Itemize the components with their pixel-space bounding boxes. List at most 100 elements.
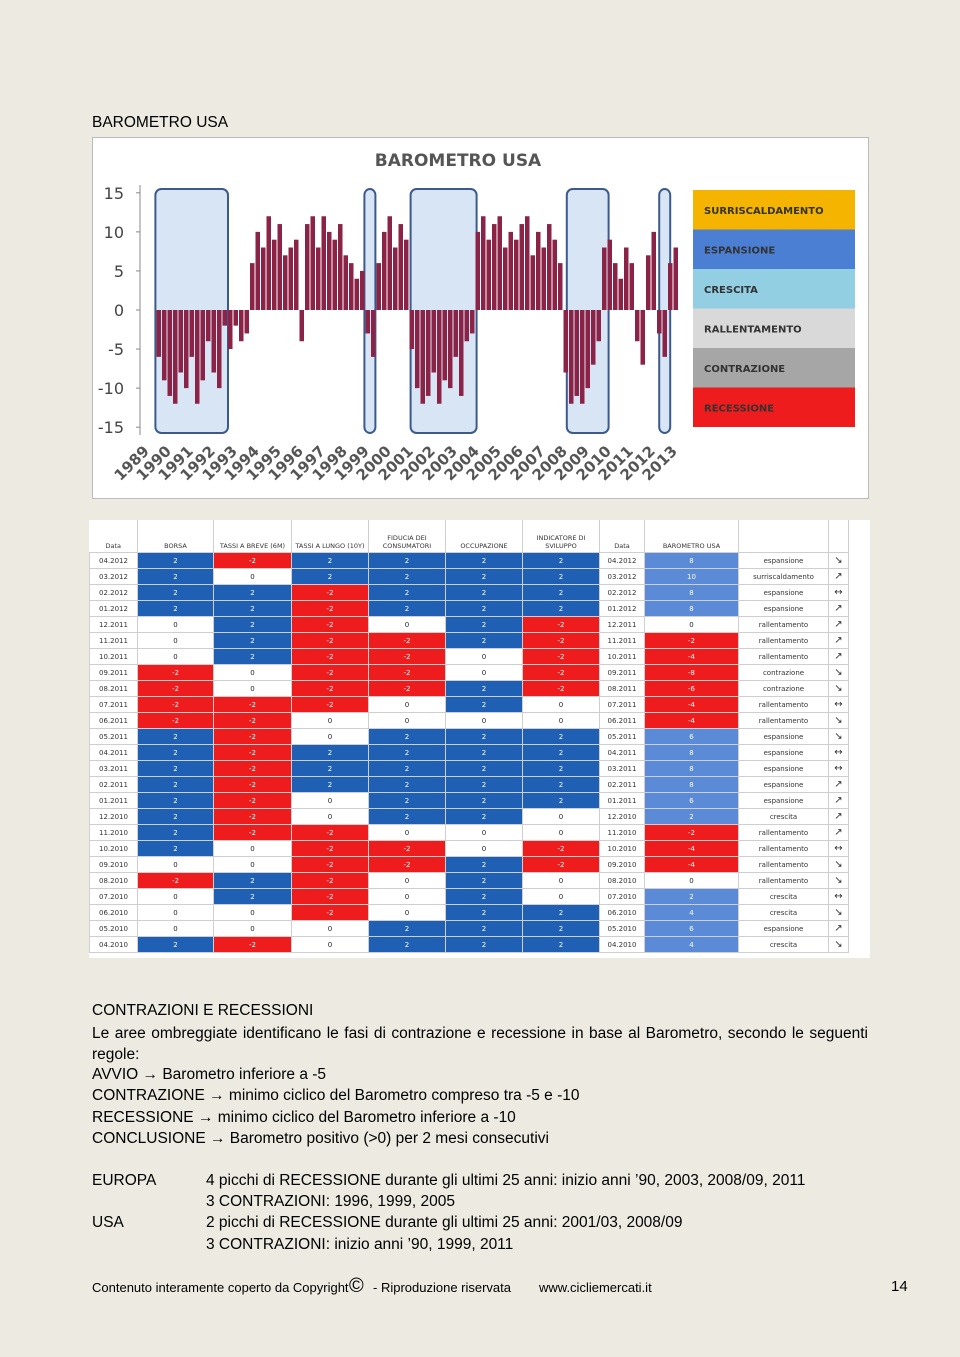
bar — [492, 224, 497, 310]
bar — [327, 231, 332, 310]
phase-cell: crescita — [738, 904, 829, 921]
score-cell: -2 — [291, 888, 369, 905]
column-header-blank — [738, 520, 829, 553]
trend-cell: ↔ — [828, 584, 849, 601]
score-cell: -2 — [522, 632, 600, 649]
bar — [211, 310, 216, 373]
bar — [354, 278, 359, 310]
table-row: 10.2011 0 2 -2 -2 0 -2 10.2011 -4 rallentamento ↗ — [89, 648, 849, 665]
trend-cell: ↗ — [828, 824, 849, 841]
bar — [415, 310, 420, 389]
score-cell: 2 — [137, 760, 214, 777]
score-cell: 0 — [522, 872, 600, 889]
bar — [299, 310, 304, 342]
date-cell: 07.2011 — [599, 696, 645, 713]
bar — [607, 239, 612, 310]
score-cell: -2 — [368, 632, 446, 649]
trend-cell: ↔ — [828, 760, 849, 777]
bar — [635, 310, 640, 342]
score-cell: 0 — [522, 824, 600, 841]
score-cell: 0 — [213, 840, 292, 857]
score-cell: 0 — [213, 904, 292, 921]
score-cell: -2 — [291, 872, 369, 889]
score-cell: 2 — [445, 680, 523, 697]
score-cell: -2 — [368, 648, 446, 665]
score-cell: 2 — [213, 888, 292, 905]
table-row: 01.2011 2 -2 0 2 2 2 01.2011 6 espansione ↗ — [89, 792, 849, 809]
table-row: 06.2010 0 0 -2 0 2 2 06.2010 4 crescita ↘ — [89, 904, 849, 921]
score-cell: -2 — [213, 744, 292, 761]
region-line: 3 CONTRAZIONI: 1996, 1999, 2005 — [206, 1193, 455, 1211]
date-cell: 12.2010 — [599, 808, 645, 825]
score-cell: 2 — [522, 776, 600, 793]
score-cell: 8 — [644, 600, 739, 617]
phase-cell: contrazione — [738, 680, 829, 697]
bar — [255, 231, 260, 310]
score-cell: -2 — [291, 904, 369, 921]
bar — [591, 310, 596, 365]
legend-label: RALLENTAMENTO — [704, 325, 802, 336]
date-cell: 11.2010 — [89, 824, 138, 841]
bar — [343, 255, 348, 310]
date-cell: 12.2011 — [599, 616, 645, 633]
score-cell: 2 — [137, 600, 214, 617]
score-cell: 2 — [137, 776, 214, 793]
bar — [404, 239, 409, 310]
bar — [371, 310, 376, 357]
date-cell: 03.2011 — [599, 760, 645, 777]
score-cell: 2 — [213, 632, 292, 649]
score-cell: -2 — [644, 632, 739, 649]
table-row: 04.2012 2 -2 2 2 2 2 04.2012 8 espansione ↘ — [89, 552, 849, 569]
bar — [442, 310, 447, 381]
legend-swatch — [693, 348, 855, 388]
table-row: 09.2010 0 0 -2 -2 2 -2 09.2010 -4 rallentamento ↘ — [89, 856, 849, 873]
trend-cell: ↘ — [828, 664, 849, 681]
table-row: 05.2010 0 0 0 2 2 2 05.2010 6 espansione ↗ — [89, 920, 849, 937]
phase-cell: espansione — [738, 760, 829, 777]
score-cell: -2 — [368, 664, 446, 681]
score-cell: 8 — [644, 744, 739, 761]
bar — [668, 263, 673, 310]
bar — [398, 224, 403, 310]
bar — [200, 310, 205, 381]
legend-label: ESPANSIONE — [704, 246, 775, 257]
score-cell: -2 — [522, 680, 600, 697]
bar — [558, 263, 563, 310]
y-tick-label: -5 — [108, 340, 124, 359]
bar — [646, 255, 651, 310]
table-row: 10.2010 2 0 -2 -2 0 -2 10.2010 -4 rallentamento ↔ — [89, 840, 849, 857]
column-header: OCCUPAZIONE — [445, 520, 523, 553]
score-cell: 2 — [522, 904, 600, 921]
score-cell: -2 — [213, 552, 292, 569]
score-cell: 8 — [644, 760, 739, 777]
bar — [420, 310, 425, 404]
score-cell: -2 — [213, 696, 292, 713]
score-cell: 0 — [291, 712, 369, 729]
y-tick-label: 10 — [104, 223, 124, 242]
trend-cell: ↘ — [828, 712, 849, 729]
score-cell: 2 — [137, 840, 214, 857]
score-cell: -2 — [291, 616, 369, 633]
score-cell: 0 — [291, 808, 369, 825]
bar — [382, 231, 387, 310]
table: Data BORSA TASSI A BREVE (6M) TASSI A LUNGO… — [89, 520, 870, 958]
score-cell: -2 — [291, 856, 369, 873]
bar — [569, 310, 574, 404]
bar — [448, 310, 453, 389]
score-cell: -6 — [644, 680, 739, 697]
table-row: 05.2011 2 -2 0 2 2 2 05.2011 6 espansione ↘ — [89, 728, 849, 745]
score-cell: -2 — [291, 584, 369, 601]
score-cell: 2 — [291, 776, 369, 793]
score-cell: 0 — [522, 808, 600, 825]
bar — [360, 270, 365, 310]
bar — [486, 239, 491, 310]
score-cell: 2 — [522, 600, 600, 617]
trend-cell: ↗ — [828, 792, 849, 809]
legend-swatch — [693, 269, 855, 309]
legend-label: CRESCITA — [704, 285, 758, 296]
bar — [552, 239, 557, 310]
trend-cell: ↘ — [828, 872, 849, 889]
bar — [178, 310, 183, 373]
score-cell: 2 — [368, 792, 446, 809]
date-cell: 06.2011 — [599, 712, 645, 729]
